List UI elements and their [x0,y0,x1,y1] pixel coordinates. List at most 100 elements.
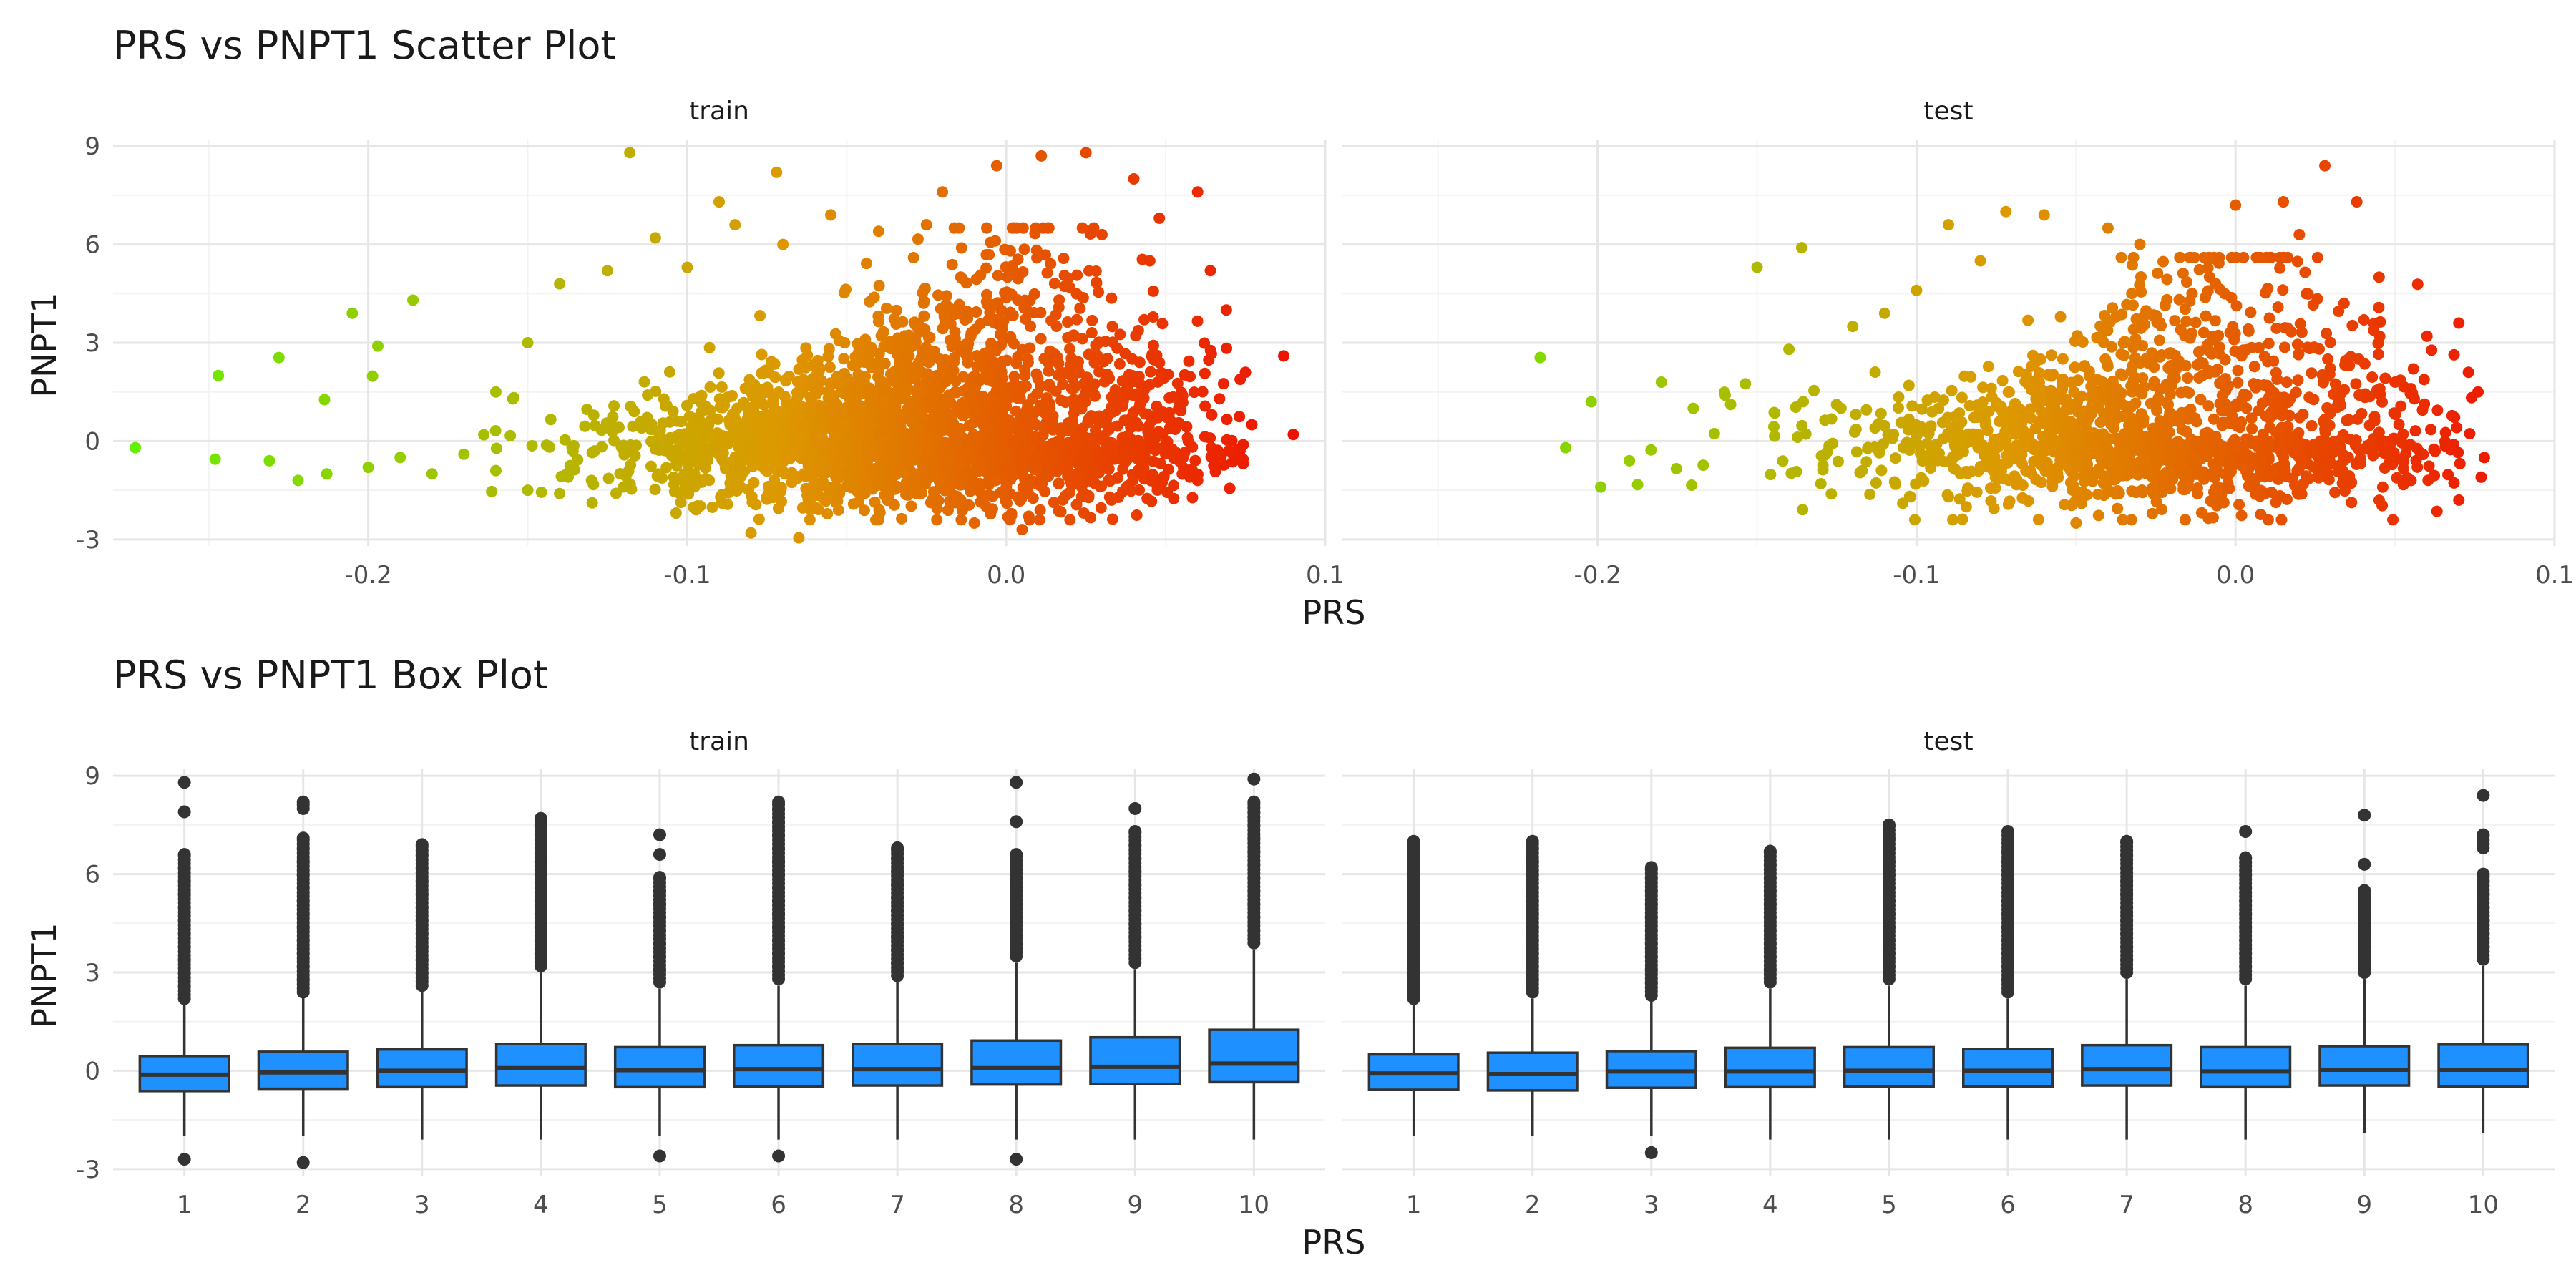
scatter-point [130,441,142,454]
scatter-point-cloud-dot [2230,251,2242,263]
scatter-point-cloud-dot [894,481,906,493]
scatter-point-cloud-dot [1133,356,1146,369]
scatter-point-cloud-dot [940,451,952,463]
scatter-point-cloud-dot [1131,453,1143,465]
scatter-point-cloud-dot [969,370,981,382]
scatter-point-cloud-dot [2249,484,2261,497]
scatter-point-cloud-dot [888,499,900,511]
box-outlier [177,776,191,789]
scatter-point-cloud-dot [888,372,900,384]
scatter-point [1239,366,1252,379]
scatter-point-cloud-dot [606,426,618,438]
scatter-point-cloud-dot [1223,444,1235,457]
scatter-point [825,209,837,221]
box-outlier [1010,1153,1023,1166]
scatter-point-cloud-dot [2291,255,2303,268]
scatter-point-cloud-dot [726,389,738,401]
scatter-point-cloud-dot [1960,501,1972,513]
scatter-point-cloud-dot [1138,313,1151,326]
scatter-point [601,265,613,277]
scatter-point-cloud-dot [2275,443,2288,455]
scatter-point-cloud-dot [568,464,580,476]
scatter-point-cloud-dot [2363,419,2376,431]
scatter-y-tick-label: -3 [76,526,100,555]
scatter-point-cloud-dot [1819,414,1831,426]
scatter-point-cloud-dot [906,402,918,414]
scatter-point-cloud-dot [833,335,845,347]
scatter-point-cloud-dot [2205,348,2218,360]
scatter-point-cloud-dot [2115,452,2127,464]
box-x-tick-label: 9 [1127,1191,1143,1219]
scatter-point-cloud-dot [1785,467,1797,479]
scatter-point-cloud-dot [2454,457,2466,469]
scatter-point [920,219,932,231]
scatter-point [1534,351,1546,364]
scatter-point-cloud-dot [685,441,697,453]
box-x-tick-label: 8 [1008,1191,1024,1219]
scatter-point [2421,330,2433,342]
scatter-point [1278,350,1290,362]
scatter-point-cloud-dot [2165,482,2177,494]
scatter-point-cloud-dot [1214,393,1226,405]
scatter-point-cloud-dot [769,358,781,370]
scatter-point-cloud-dot [955,470,967,482]
scatter-point-cloud-dot [1218,459,1230,471]
scatter-point-cloud-dot [965,453,977,465]
scatter-point-cloud-dot [861,481,873,493]
scatter-point-cloud-dot [1221,342,1233,354]
scatter-point-cloud-dot [814,459,826,471]
scatter-point-cloud-dot [2373,331,2386,343]
scatter-point-cloud-dot [1080,459,1092,472]
scatter-point-cloud-dot [980,491,992,503]
scatter-point-cloud-dot [852,424,864,436]
scatter-point-cloud-dot [802,494,814,506]
scatter-point-cloud-dot [975,269,987,281]
scatter-point-cloud-dot [1058,270,1070,282]
scatter-point-cloud-dot [1888,429,1900,441]
scatter-point-cloud-dot [2356,407,2368,419]
scatter-point-cloud-dot [1835,402,1847,414]
scatter-point-cloud-dot [2313,343,2325,355]
box-outlier [1010,815,1023,829]
scatter-point-cloud-dot [706,429,718,441]
scatter-point-cloud-dot [934,353,946,365]
scatter-point-cloud-dot [2057,454,2069,467]
scatter-point-cloud-dot [1020,313,1032,325]
scatter-point-cloud-dot [1768,406,1780,419]
scatter-x-tick-label: -0.1 [1893,561,1940,590]
scatter-point-cloud-dot [1162,463,1174,475]
scatter-point [2038,209,2050,221]
scatter-point-cloud-dot [2174,251,2186,263]
scatter-point-cloud-dot [1129,437,1141,449]
scatter-point-cloud-dot [1016,467,1028,479]
scatter-point-cloud-dot [1109,384,1121,396]
scatter-point [713,196,725,208]
scatter-point-cloud-dot [2246,423,2258,435]
scatter-x-tick-label: 0.0 [987,561,1025,590]
scatter-point-cloud-dot [2079,448,2092,460]
scatter-point-cloud-dot [1053,477,1065,489]
scatter-point [1287,429,1299,441]
scatter-point-cloud-dot [478,429,490,441]
scatter-point-cloud-dot [981,374,993,386]
scatter-point [1233,452,1245,464]
scatter-point-cloud-dot [1085,512,1097,524]
scatter-point-cloud-dot [1023,443,1035,455]
scatter-point-cloud-dot [874,465,886,477]
scatter-point-cloud-dot [1101,369,1113,381]
box-outlier [177,848,191,862]
scatter-y-tick-label: 6 [84,231,100,260]
scatter-point-cloud-dot [1070,477,1083,489]
scatter-point-cloud-dot [760,364,772,376]
scatter-point-cloud-dot [1076,222,1088,234]
scatter-point-cloud-dot [2087,436,2099,449]
scatter-point-cloud-dot [876,412,888,424]
scatter-point-cloud-dot [1888,476,1901,488]
box-outlier [415,838,429,852]
scatter-point-cloud-dot [2169,315,2181,327]
scatter-point-cloud-dot [947,364,960,376]
scatter-point [2102,222,2114,234]
box-x-tick-label: 10 [1239,1191,1269,1219]
scatter-point-cloud-dot [2389,409,2401,421]
